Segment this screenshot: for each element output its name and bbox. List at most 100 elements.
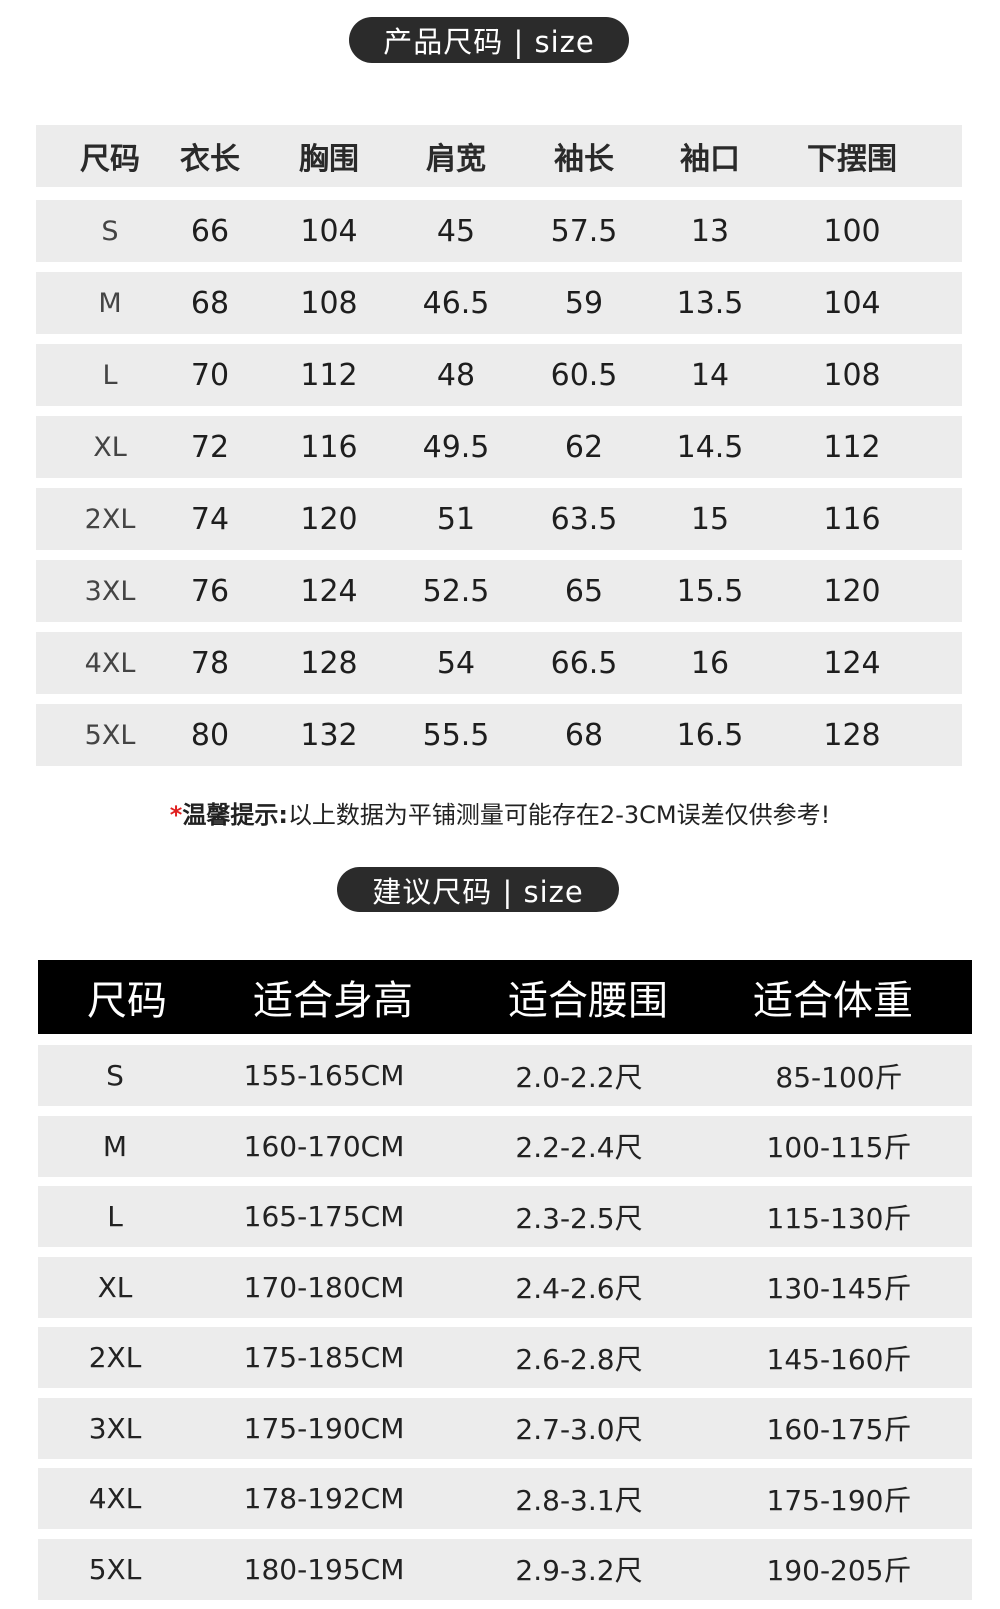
table-cell: 160-175斤 <box>766 1413 912 1446</box>
table-cell: 100-115斤 <box>766 1131 912 1164</box>
table-cell: 60.5 <box>550 357 618 393</box>
table-row: 4XL 178-192CM 2.8-3.1尺 175-190斤 <box>38 1468 972 1529</box>
table-row: 2XL 175-185CM 2.6-2.8尺 145-160斤 <box>38 1327 972 1388</box>
table-cell: 175-190CM <box>243 1411 405 1445</box>
table-cell: 120 <box>823 573 881 609</box>
table-cell: 14.5 <box>676 429 744 465</box>
header-cell: 尺码 <box>87 978 167 1024</box>
table-cell: 160-170CM <box>243 1129 405 1163</box>
table-cell: 180-195CM <box>243 1552 405 1586</box>
table-cell: 59 <box>564 285 604 321</box>
table-cell: 16 <box>690 645 730 681</box>
table-cell: 112 <box>300 357 358 393</box>
table-row: 5XL 180-195CM 2.9-3.2尺 190-205斤 <box>38 1538 972 1600</box>
table-cell: 肩宽 <box>426 142 486 177</box>
note-label: 温馨提示: <box>182 801 288 829</box>
table-row: 5XL 80 132 55.5 68 16.5 128 <box>36 704 962 766</box>
table-cell: 104 <box>300 213 358 249</box>
table-cell: S <box>106 1059 124 1092</box>
table-cell: 尺码 <box>80 142 140 177</box>
product-size-badge: 产品尺码 | size <box>349 17 629 63</box>
table-cell: 55.5 <box>422 717 490 753</box>
table-cell: 116 <box>300 429 358 465</box>
table-cell: 124 <box>823 645 881 681</box>
table-cell: 155-165CM <box>243 1059 405 1092</box>
note-text: 以上数据为平铺测量可能存在2-3CM误差仅供参考! <box>287 801 831 829</box>
table-cell: 85-100斤 <box>775 1060 903 1094</box>
table-cell: 132 <box>300 717 358 753</box>
table-row: S 66 104 45 57.5 13 100 <box>36 200 962 262</box>
table-cell: 52.5 <box>422 573 490 609</box>
table-cell: 65 <box>564 573 604 609</box>
table-row: 2XL 74 120 51 63.5 15 116 <box>36 488 962 550</box>
table-cell: 170-180CM <box>243 1270 405 1304</box>
table-cell: 78 <box>190 645 230 681</box>
table-cell: XL <box>97 1270 133 1304</box>
table-row: XL 170-180CM 2.4-2.6尺 130-145斤 <box>38 1256 972 1318</box>
table-cell: 63.5 <box>550 501 618 537</box>
table-cell: S <box>101 215 119 247</box>
table-cell: 4XL <box>88 1482 142 1515</box>
table-cell: 175-185CM <box>243 1341 405 1374</box>
table-cell: 衣长 <box>180 142 240 177</box>
table-row: L 165-175CM 2.3-2.5尺 115-130斤 <box>38 1186 972 1247</box>
header-cell: 适合腰围 <box>508 978 668 1024</box>
table-cell: 2XL <box>84 503 136 535</box>
table-row: S 155-165CM 2.0-2.2尺 85-100斤 <box>38 1045 972 1106</box>
table-cell: 165-175CM <box>243 1200 405 1233</box>
table-cell: 2.7-3.0尺 <box>515 1413 643 1446</box>
table-cell: 116 <box>823 501 881 537</box>
table-cell: 胸围 <box>299 142 359 177</box>
table-cell: 3XL <box>84 575 136 607</box>
table-cell: 76 <box>190 573 230 609</box>
table-cell: 2.6-2.8尺 <box>515 1342 643 1376</box>
table-cell: 104 <box>823 285 881 321</box>
table-cell: L <box>107 1200 123 1233</box>
table-cell: 145-160斤 <box>766 1342 912 1376</box>
table-cell: 45 <box>436 213 476 249</box>
table-cell: 下摆围 <box>807 142 897 177</box>
table-row: XL 72 116 49.5 62 14.5 112 <box>36 416 962 478</box>
table-row: 3XL 175-190CM 2.7-3.0尺 160-175斤 <box>38 1397 972 1459</box>
table-header-row: 尺码 适合身高 适合腰围 适合体重 <box>38 960 972 1034</box>
table-cell: 15 <box>690 501 730 537</box>
table-cell: 178-192CM <box>243 1482 405 1515</box>
table-cell: M <box>98 287 122 319</box>
table-row: 4XL 78 128 54 66.5 16 124 <box>36 632 962 694</box>
header-cell: 适合体重 <box>753 978 913 1024</box>
table-cell: 4XL <box>84 647 136 679</box>
table-cell: 70 <box>190 357 230 393</box>
table-cell: 130-145斤 <box>766 1272 912 1305</box>
table-row: 3XL 76 124 52.5 65 15.5 120 <box>36 560 962 622</box>
table-cell: 190-205斤 <box>766 1554 912 1587</box>
table-cell: 72 <box>190 429 230 465</box>
table-cell: L <box>102 359 118 391</box>
table-cell: 13.5 <box>676 285 744 321</box>
table-cell: 2.0-2.2尺 <box>515 1060 643 1094</box>
table-cell: 49.5 <box>422 429 490 465</box>
table-cell: 128 <box>823 717 881 753</box>
table-cell: 128 <box>300 645 358 681</box>
table-cell: 175-190斤 <box>766 1483 912 1517</box>
table-cell: 46.5 <box>422 285 490 321</box>
table-cell: 3XL <box>88 1411 142 1445</box>
note-asterisk: * <box>169 801 183 829</box>
table-cell: 袖长 <box>554 142 614 177</box>
table-cell: 54 <box>436 645 476 681</box>
table-row: M 68 108 46.5 59 13.5 104 <box>36 272 962 334</box>
table-cell: 5XL <box>88 1552 142 1586</box>
table-header-row: 尺码 衣长 胸围 肩宽 袖长 袖口 下摆围 <box>36 125 962 187</box>
table-cell: 2.9-3.2尺 <box>515 1554 643 1587</box>
table-cell: 16.5 <box>676 717 744 753</box>
table-cell: 2.3-2.5尺 <box>515 1201 643 1235</box>
table-cell: 57.5 <box>550 213 618 249</box>
measurement-note: *温馨提示:以上数据为平铺测量可能存在2-3CM误差仅供参考! <box>0 795 1000 830</box>
table-cell: 66.5 <box>550 645 618 681</box>
table-cell: 115-130斤 <box>766 1201 912 1235</box>
table-cell: 2.2-2.4尺 <box>515 1131 643 1164</box>
table-cell: 74 <box>190 501 230 537</box>
header-cell: 适合身高 <box>253 978 413 1024</box>
table-cell: 5XL <box>84 719 136 751</box>
table-cell: 66 <box>190 213 230 249</box>
table-cell: 112 <box>823 429 881 465</box>
